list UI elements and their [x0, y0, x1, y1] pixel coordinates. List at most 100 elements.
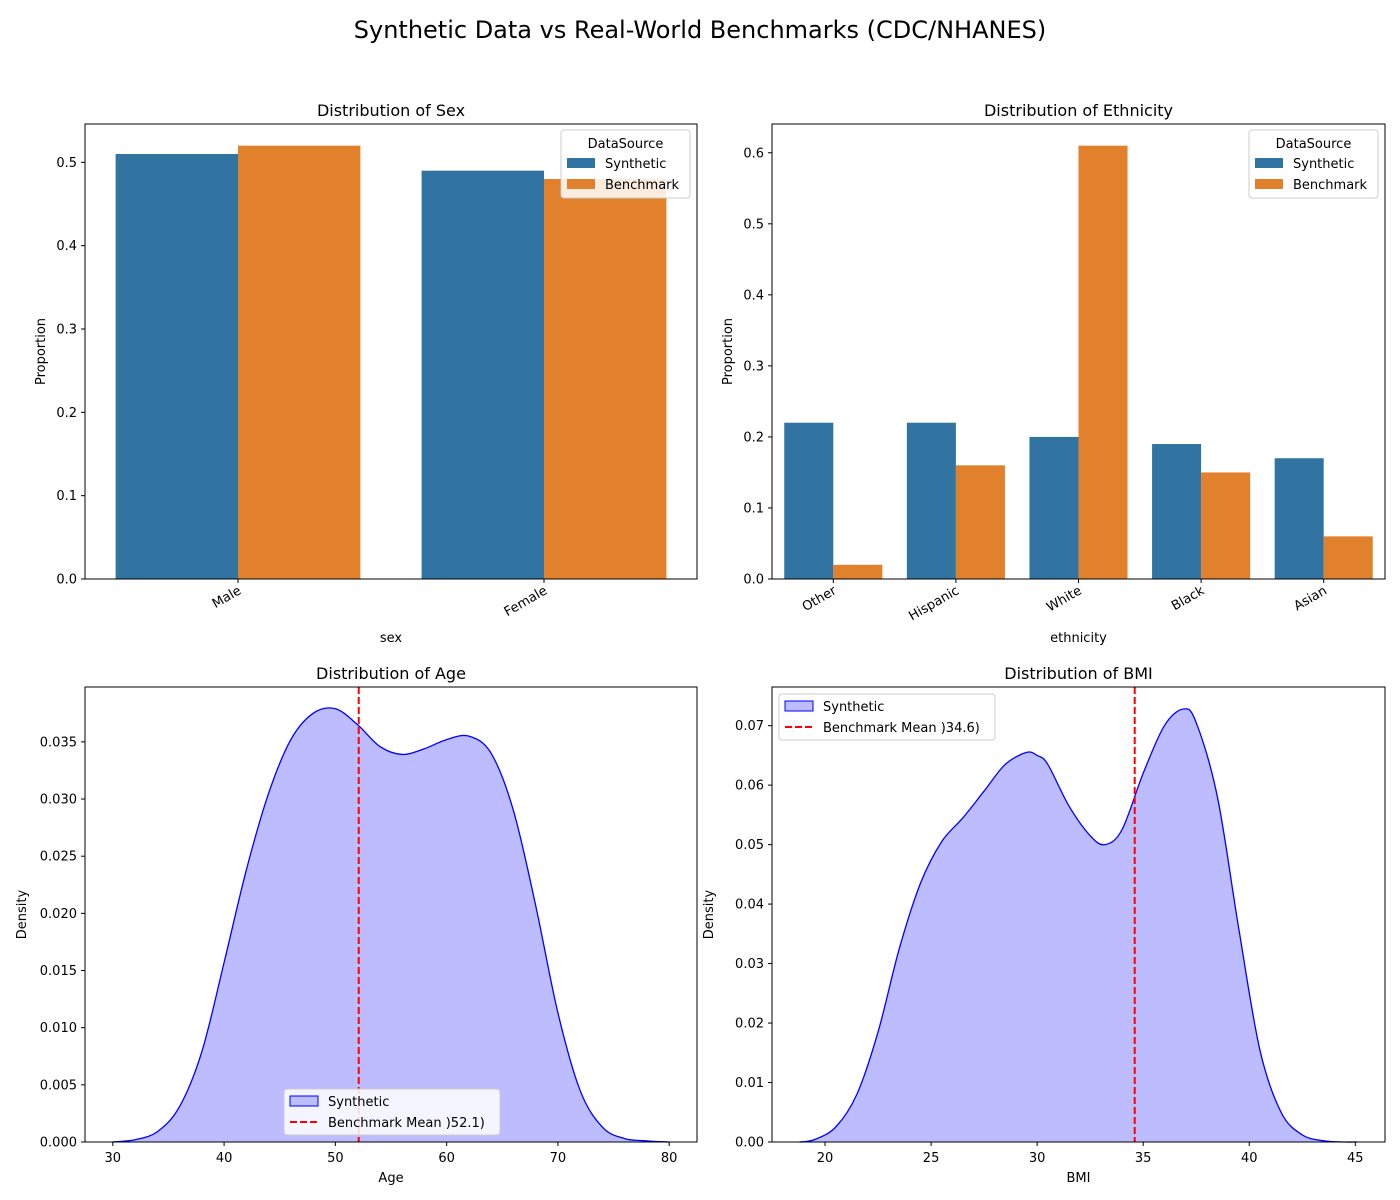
y-tick-label: 0.025 — [40, 850, 77, 865]
x-tick-label: 70 — [550, 1151, 567, 1166]
x-tick-label: 50 — [327, 1151, 344, 1166]
legend-title: DataSource — [1276, 137, 1352, 152]
bar-benchmark-hispanic — [955, 465, 1005, 579]
legend-box — [283, 1088, 501, 1136]
y-axis-label: Proportion — [721, 318, 736, 385]
y-tick-label: 0.2 — [743, 430, 764, 445]
legend-swatch-benchmark — [1255, 179, 1283, 189]
legend: Synthetic Benchmark Mean )34.6) — [778, 693, 996, 741]
bar-synthetic-black — [1152, 444, 1202, 579]
x-tick-label: Other — [800, 583, 840, 615]
legend-label-synthetic: Synthetic — [605, 157, 666, 172]
y-tick-label: 0.035 — [40, 735, 77, 750]
legend: DataSource Synthetic Benchmark — [560, 129, 691, 199]
bar-synthetic-female — [421, 170, 544, 579]
y-tick-label: 0.4 — [56, 239, 77, 254]
y-tick-label: 0.02 — [735, 1017, 764, 1032]
x-axis-label: BMI — [1067, 1171, 1091, 1186]
x-axis-label: Age — [378, 1171, 403, 1186]
x-tick-label: 40 — [1241, 1151, 1258, 1166]
axes-frame — [84, 686, 698, 1143]
bar-benchmark-white — [1078, 145, 1128, 579]
x-tick-label: Black — [1169, 583, 1207, 614]
x-tick-label: Hispanic — [906, 583, 961, 624]
x-tick-label: Female — [502, 583, 550, 619]
chart-distribution-of-sex: Male Female Distribution of Sex 0.0 0.1 0.2 0.… — [34, 101, 698, 646]
legend-label-synthetic: Synthetic — [1293, 157, 1354, 172]
legend-swatch-synthetic — [784, 700, 814, 712]
legend-title: DataSource — [588, 137, 664, 152]
y-tick-label: 0.3 — [743, 359, 764, 374]
x-tick-label: White — [1044, 583, 1084, 615]
y-tick-label: 0.2 — [56, 406, 77, 421]
y-tick-label: 0.3 — [56, 323, 77, 338]
y-tick-label: 0.020 — [40, 907, 77, 922]
figure-title: Synthetic Data vs Real-World Benchmarks … — [353, 16, 1047, 44]
bar-benchmark-other — [833, 564, 883, 579]
legend-label-benchmark: Benchmark — [605, 178, 680, 193]
y-tick-label: 0.00 — [735, 1136, 764, 1151]
chart-distribution-of-bmi: Distribution of BMI 0.00 0.01 0.02 0.03 0.04 0… — [702, 664, 1386, 1186]
x-tick-label: 60 — [438, 1151, 455, 1166]
legend-label-synthetic: Synthetic — [823, 700, 884, 715]
y-tick-label: 0.07 — [735, 719, 764, 734]
x-axis-label: sex — [380, 631, 403, 646]
legend-swatch-synthetic — [1255, 158, 1283, 168]
x-tick-label: 35 — [1135, 1151, 1152, 1166]
y-tick-label: 0.06 — [735, 779, 764, 794]
bar-synthetic-male — [115, 154, 238, 579]
legend-label-benchmark: Benchmark — [1293, 178, 1368, 193]
y-axis-label: Density — [15, 889, 30, 939]
axes-frame — [771, 123, 1386, 580]
legend-swatch-synthetic — [567, 158, 595, 168]
legend-label-benchmark: Benchmark Mean )34.6) — [823, 721, 980, 736]
bar-synthetic-hispanic — [906, 422, 956, 579]
y-tick-label: 0.5 — [56, 156, 77, 171]
legend-label-benchmark: Benchmark Mean )52.1) — [328, 1116, 485, 1131]
y-tick-label: 0.1 — [743, 501, 764, 516]
y-tick-label: 0.005 — [40, 1078, 77, 1093]
bar-synthetic-white — [1029, 436, 1079, 579]
y-tick-label: 0.015 — [40, 964, 77, 979]
y-tick-label: 0.0 — [743, 573, 764, 588]
x-tick-label: Male — [210, 583, 244, 611]
bar-benchmark-asian — [1323, 536, 1373, 579]
legend-swatch-benchmark — [567, 179, 595, 189]
x-tick-label: 30 — [105, 1151, 122, 1166]
density-area-synthetic — [112, 707, 670, 1142]
density-curve-synthetic — [112, 707, 670, 1143]
y-tick-label: 0.0 — [56, 573, 77, 588]
x-axis-label: ethnicity — [1050, 631, 1107, 646]
x-tick-label: Asian — [1291, 583, 1329, 614]
y-tick-label: 0.03 — [735, 957, 764, 972]
x-tick-label: 80 — [661, 1151, 678, 1166]
chart-title: Distribution of Age — [316, 664, 466, 683]
chart-distribution-of-ethnicity: Other Hispanic White Black Asian Distribution… — [721, 101, 1386, 646]
density-area-synthetic — [799, 708, 1358, 1143]
density-curve-synthetic — [799, 708, 1358, 1143]
x-tick-label: 30 — [1029, 1151, 1046, 1166]
x-tick-label: 45 — [1347, 1151, 1364, 1166]
y-tick-label: 0.4 — [743, 288, 764, 303]
axes-frame — [771, 686, 1386, 1143]
legend: Synthetic Benchmark Mean )52.1) — [283, 1088, 501, 1136]
y-tick-label: 0.030 — [40, 793, 77, 808]
y-tick-label: 0.05 — [735, 838, 764, 853]
legend: DataSource Synthetic Benchmark — [1248, 129, 1379, 199]
y-tick-label: 0.04 — [735, 898, 764, 913]
y-tick-label: 0.000 — [40, 1136, 77, 1151]
bar-synthetic-asian — [1274, 458, 1324, 579]
y-tick-label: 0.01 — [735, 1076, 764, 1091]
chart-title: Distribution of Ethnicity — [984, 101, 1173, 120]
y-tick-label: 0.010 — [40, 1021, 77, 1036]
legend-label-synthetic: Synthetic — [328, 1095, 389, 1110]
chart-distribution-of-age: Distribution of Age 0.000 0.005 0.010 0.015 0… — [15, 664, 698, 1186]
axes-frame — [84, 123, 698, 580]
x-tick-label: 25 — [923, 1151, 940, 1166]
y-tick-label: 0.1 — [56, 489, 77, 504]
legend-swatch-synthetic — [289, 1095, 319, 1107]
bar-benchmark-male — [238, 145, 361, 579]
chart-title: Distribution of BMI — [1004, 664, 1152, 683]
